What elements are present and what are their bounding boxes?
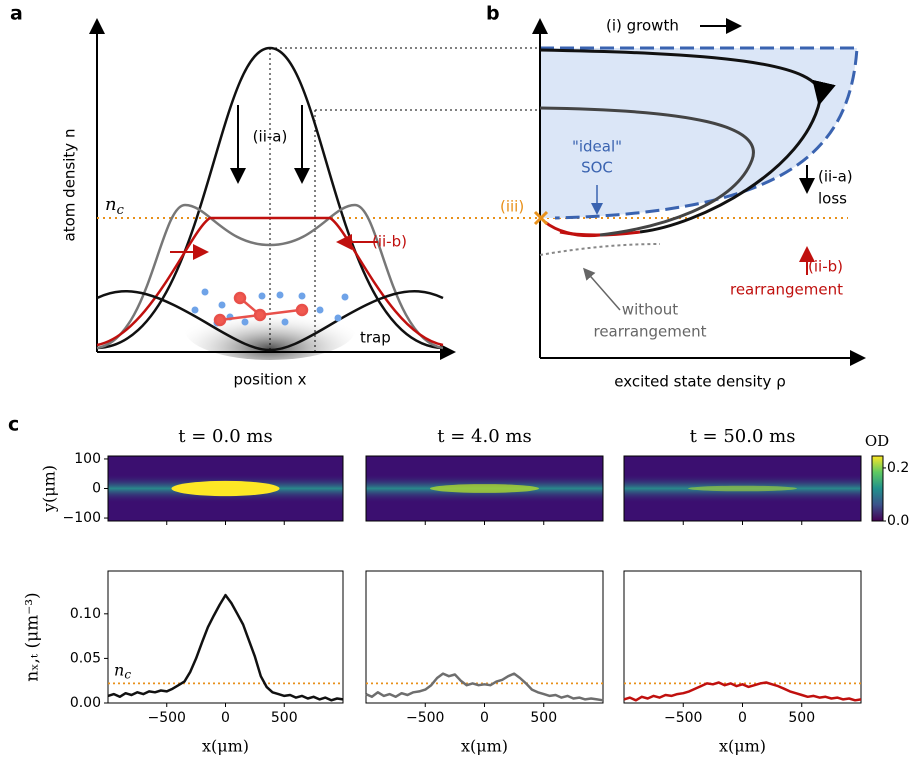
annotation: (ii-a) [818,168,853,186]
annotation: without [622,301,679,319]
x-tick-label: 0 [738,710,747,726]
y-tick-label: 0 [92,481,101,497]
panel-a: a (ii-a) (ii-b) trap nc atom density n p… [10,3,848,389]
x-tick-label: −500 [664,710,702,726]
annotation: (ii-b) [372,233,407,251]
annotation: rearrangement [730,281,843,299]
y-tick-label: 0.05 [70,650,101,666]
x-axis-label: x(μm) [719,737,766,756]
x-tick-label: 500 [530,710,557,726]
x-tick-label: −500 [406,710,444,726]
y-tick-label: 0.10 [70,606,101,622]
heatmap-cloud [171,480,280,497]
annotation: "ideal" [572,138,622,156]
annotation: loss [818,190,847,208]
loss-profile [96,203,444,350]
nc-base: n [105,194,117,215]
profile-line [365,672,604,702]
annotation: trap [360,329,391,347]
panel-label: a [10,3,23,25]
nc-sub: c [117,203,125,218]
colorbar [871,455,884,522]
threshold-label: nc [114,660,131,681]
annotation: (iii) [500,198,524,216]
fixed-point [533,210,549,226]
y-tick-label: −100 [63,510,101,526]
annotation: rearrangement [593,323,706,341]
annotation: (ii-a) [253,128,288,146]
x-tick-label: 0 [480,710,489,726]
threshold-label-sub: c [124,667,131,681]
panel-b: b (i) growth "ideal" SOC (iii) (ii-a) lo… [486,3,866,391]
trajectory [539,48,836,234]
panel-label: c [8,414,19,436]
x-axis-label: excited state density ρ [614,373,785,391]
heatmap-cloud [687,485,798,492]
trajectory-rearr [544,220,601,238]
trajectory-no-rearr [539,243,661,256]
nc-label: nc [105,194,125,218]
initial-profile [96,46,444,350]
threshold-label-base: n [114,660,124,679]
trap-curve [96,290,444,352]
chart-title: t = 50.0 ms [690,426,796,447]
profile-line [107,593,344,702]
colorbar-tick-label: 0.0 [887,513,909,529]
annotation: SOC [581,159,613,177]
chart-title: t = 0.0 ms [178,426,272,447]
y-tick-label: 100 [74,451,101,467]
x-tick-label: 500 [271,710,298,726]
heatmap-cloud [429,484,540,493]
soc-boundary [540,46,859,220]
annotation: (ii-b) [808,258,843,276]
image-y-label: y(μm) [40,465,59,513]
arrow [583,267,621,311]
x-axis-label: position x [233,371,306,389]
soc-region [540,48,857,218]
x-axis-label: x(μm) [461,737,508,756]
annotation: (i) growth [606,17,679,35]
colorbar-label: OD [865,432,889,450]
excited-atoms [213,291,309,327]
y-axis-label: nₓ,ₜ (μm⁻³) [23,592,43,681]
profile-line [623,681,862,702]
y-tick-label: 0.00 [70,695,101,711]
chart-title: t = 4.0 ms [437,426,531,447]
x-tick-label: 500 [788,710,815,726]
y-axis-label: atom density n [61,129,79,242]
x-tick-label: 0 [221,710,230,726]
trajectory [539,106,755,237]
x-axis-label: x(μm) [202,737,249,756]
colorbar-tick-label: 0.2 [887,460,909,476]
x-tick-label: −500 [148,710,186,726]
rearranged-profile [96,216,444,347]
panel-label: b [486,3,500,25]
